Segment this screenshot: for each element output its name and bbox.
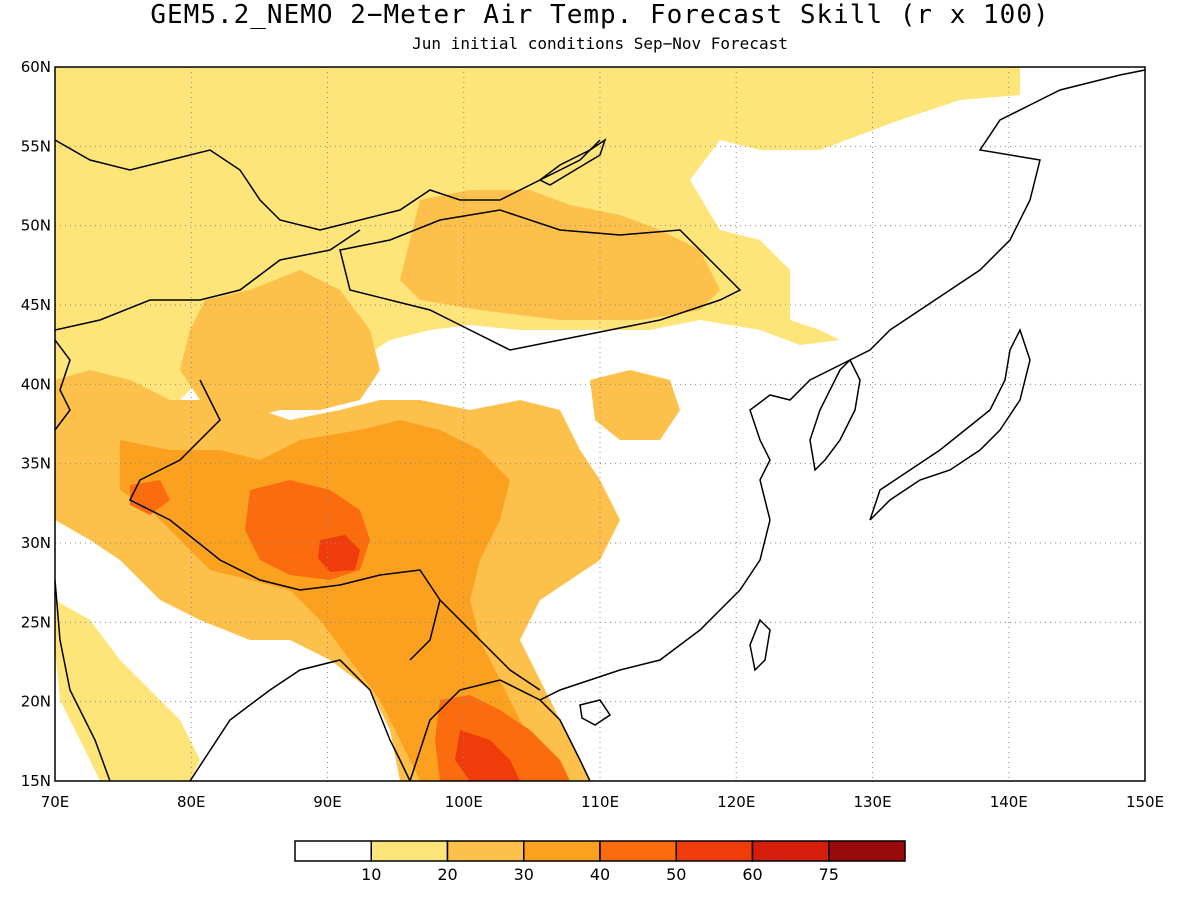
contour-region-10-india [55, 600, 200, 781]
coastline-india-west [55, 579, 111, 781]
lat-tick-label: 15N [21, 772, 51, 790]
colorbar-swatch [599, 840, 677, 862]
coastline-east-asia [539, 69, 1145, 701]
colorbar-labels: 10 20 30 40 50 60 75 [361, 865, 839, 884]
lon-tick-label: 130E [853, 793, 891, 811]
lat-tick-label: 30N [21, 534, 51, 552]
border-mongolia [339, 209, 742, 351]
lat-tick-label: 45N [21, 296, 51, 314]
lon-tick-label: 140E [990, 793, 1028, 811]
coastline-japan [869, 328, 1031, 521]
colorbar [294, 840, 906, 862]
colorbar-swatch [675, 840, 754, 862]
lat-tick-label: 55N [21, 137, 51, 155]
lat-tick-label: 40N [21, 375, 51, 393]
coastline-taiwan [749, 618, 771, 672]
longitude-tick-labels: 70E 80E 90E 100E 110E 120E 130E 140E 150E [41, 793, 1164, 811]
border-china-southeast [439, 599, 541, 691]
chart-subtitle: Jun initial conditions Sep−Nov Forecast [412, 34, 788, 53]
coastline-indochina [409, 679, 591, 781]
colorbar-swatch [294, 840, 372, 862]
lat-tick-label: 50N [21, 217, 51, 235]
colorbar-swatch [828, 840, 906, 862]
colorbar-label: 30 [514, 865, 534, 884]
contour-region-50-indochina [455, 730, 520, 781]
lat-tick-label: 35N [21, 455, 51, 473]
border-russia-north [55, 139, 601, 231]
lat-tick-label: 20N [21, 693, 51, 711]
colorbar-label: 75 [819, 865, 839, 884]
lon-tick-label: 70E [41, 793, 70, 811]
latitude-tick-labels: 60N 55N 50N 45N 40N 35N 30N 25N 20N 15N [21, 58, 51, 790]
contour-region-40-himalaya-west [130, 480, 170, 515]
coastline-korea [809, 358, 861, 472]
lon-tick-label: 100E [445, 793, 483, 811]
lon-tick-label: 80E [177, 793, 206, 811]
colorbar-label: 60 [742, 865, 762, 884]
lon-tick-label: 110E [581, 793, 619, 811]
border-caspian [55, 339, 71, 431]
colorbar-swatch [523, 840, 601, 862]
skill-contour-fills [55, 67, 1020, 781]
map-grid [55, 67, 1145, 781]
contour-region-20-mongolia [400, 190, 720, 320]
colorbar-label: 40 [590, 865, 610, 884]
lat-tick-label: 25N [21, 613, 51, 631]
colorbar-label: 20 [437, 865, 457, 884]
lake-baikal [538, 138, 607, 186]
contour-region-50-tibet [318, 535, 360, 572]
colorbar-label: 10 [361, 865, 381, 884]
colorbar-label: 50 [666, 865, 686, 884]
colorbar-swatch [446, 840, 525, 862]
colorbar-swatch [751, 840, 830, 862]
coastline-bay-of-bengal [189, 659, 411, 781]
lon-tick-label: 90E [313, 793, 342, 811]
colorbar-swatch [370, 840, 449, 862]
border-kazakhstan [55, 229, 361, 331]
lon-tick-label: 120E [717, 793, 755, 811]
border-china-west [128, 379, 441, 661]
lon-tick-label: 150E [1126, 793, 1164, 811]
lat-tick-label: 60N [21, 58, 51, 76]
coastline-hainan [579, 699, 612, 726]
contour-region-30-tibet [120, 420, 550, 781]
chart-title: GEM5.2_NEMO 2−Meter Air Temp. Forecast S… [150, 0, 1050, 30]
contour-region-20-central-asia [180, 270, 380, 420]
coastlines-borders [55, 69, 1145, 781]
plot-frame [54, 66, 1146, 782]
contour-region-20-central-china [590, 370, 680, 440]
